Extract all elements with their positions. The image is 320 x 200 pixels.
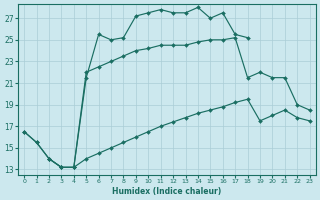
X-axis label: Humidex (Indice chaleur): Humidex (Indice chaleur)	[112, 187, 221, 196]
